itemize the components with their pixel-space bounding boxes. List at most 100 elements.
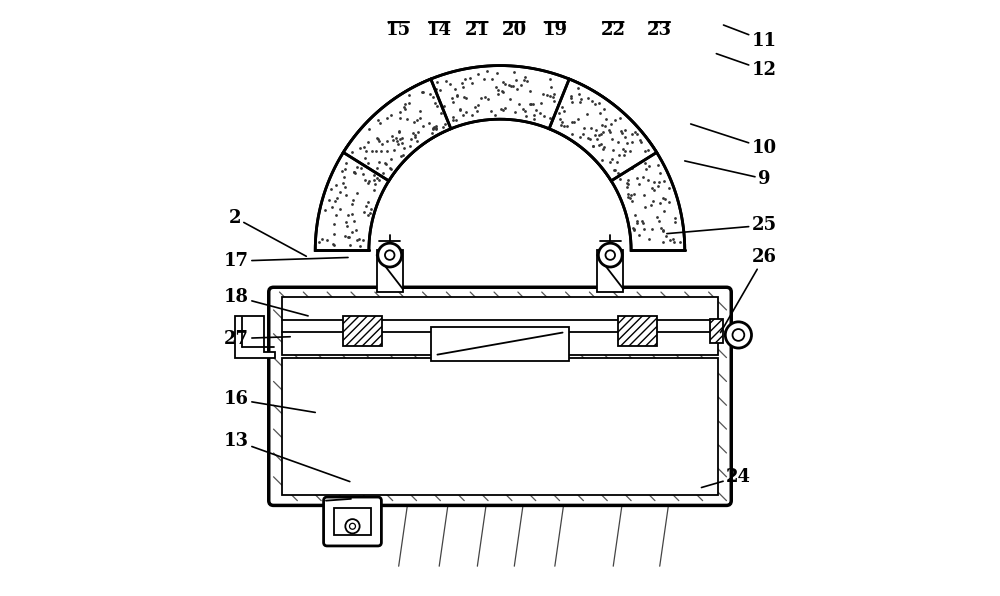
Point: [363, 204, 379, 214]
Point: [372, 139, 388, 148]
Point: [383, 164, 399, 173]
Point: [617, 128, 633, 137]
Point: [397, 114, 413, 123]
Point: [637, 202, 653, 212]
Point: [358, 146, 374, 156]
Point: [585, 104, 601, 114]
Point: [509, 84, 525, 94]
Point: [477, 92, 493, 102]
Point: [661, 198, 677, 207]
Point: [595, 144, 611, 154]
Point: [456, 92, 472, 102]
Point: [430, 104, 446, 114]
Point: [650, 181, 666, 191]
Point: [361, 135, 377, 144]
Point: [564, 97, 580, 107]
Point: [394, 138, 410, 147]
Point: [624, 196, 640, 206]
Point: [625, 223, 641, 232]
Point: [577, 95, 593, 104]
Point: [602, 167, 618, 176]
Point: [356, 207, 372, 217]
Point: [429, 77, 445, 87]
Point: [423, 126, 439, 136]
Point: [488, 82, 504, 91]
Point: [341, 150, 357, 160]
Point: [579, 110, 595, 119]
Point: [433, 108, 449, 118]
Point: [595, 127, 611, 136]
Text: 26: 26: [721, 249, 777, 333]
Point: [361, 176, 377, 186]
Point: [644, 150, 660, 159]
Point: [535, 89, 551, 99]
Point: [526, 111, 542, 120]
Point: [413, 92, 429, 101]
Point: [667, 218, 683, 227]
Point: [377, 158, 393, 167]
Point: [651, 177, 667, 187]
Point: [616, 151, 632, 160]
Circle shape: [378, 243, 402, 267]
Point: [379, 136, 395, 146]
Bar: [618, 316, 657, 346]
Point: [364, 146, 380, 156]
Point: [402, 141, 418, 151]
Point: [363, 163, 379, 173]
Point: [340, 210, 356, 220]
Point: [599, 143, 615, 153]
Point: [344, 227, 360, 237]
Point: [507, 107, 523, 117]
Point: [614, 128, 630, 138]
Point: [341, 232, 357, 241]
Point: [546, 89, 562, 99]
Point: [369, 128, 385, 138]
Point: [438, 76, 454, 85]
Point: [412, 113, 428, 122]
Point: [400, 132, 416, 141]
Point: [380, 148, 396, 157]
Point: [636, 190, 652, 200]
Point: [649, 213, 665, 222]
Point: [355, 143, 371, 153]
Point: [382, 163, 398, 173]
Point: [394, 142, 410, 151]
Point: [563, 92, 579, 101]
Point: [543, 82, 559, 92]
Point: [332, 204, 348, 214]
Point: [401, 90, 417, 100]
Point: [653, 223, 669, 232]
Circle shape: [732, 329, 744, 341]
Point: [617, 147, 633, 156]
Point: [505, 81, 521, 91]
Point: [631, 179, 647, 189]
Point: [637, 146, 653, 156]
Text: 10: 10: [691, 124, 777, 157]
Point: [366, 170, 382, 180]
Point: [511, 100, 527, 109]
Point: [575, 106, 591, 116]
Point: [337, 164, 353, 174]
Point: [506, 67, 522, 76]
Point: [417, 93, 433, 103]
Point: [384, 119, 400, 129]
Point: [487, 110, 503, 119]
Point: [558, 122, 574, 132]
Point: [342, 240, 358, 250]
Point: [388, 104, 404, 113]
Point: [369, 134, 385, 143]
Point: [576, 123, 592, 133]
Point: [646, 178, 662, 187]
Point: [596, 104, 612, 114]
Polygon shape: [315, 66, 685, 250]
Point: [360, 197, 376, 207]
Point: [623, 158, 639, 167]
Text: 13: 13: [224, 432, 350, 482]
Point: [585, 113, 601, 123]
Point: [517, 73, 533, 82]
Circle shape: [605, 250, 615, 260]
Point: [435, 117, 451, 126]
Point: [339, 221, 355, 231]
Point: [563, 115, 579, 125]
Point: [646, 185, 662, 195]
